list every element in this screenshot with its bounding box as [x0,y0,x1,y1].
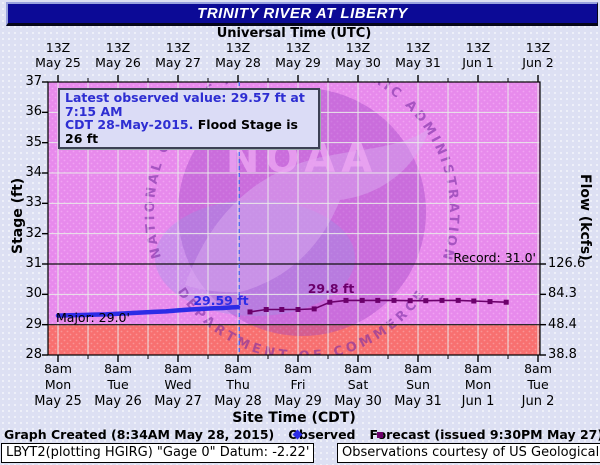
bottom-axis-hour-label: 8am [524,361,552,376]
top-axis-tick-label: 13Z Jun 1 [462,40,494,70]
stage-tick-label: 32 [25,225,42,241]
legend: Graph Created (8:34AM May 28, 2015) Obse… [4,426,600,442]
plot-frame-and-ticks [42,75,546,362]
seagull-icon [185,128,430,293]
stage-tick-label: 33 [25,195,42,211]
forecast-point [503,299,509,305]
legend-forecast-label: Forecast (issued 9:30PM May 27) [369,426,600,442]
flood-stage-note: Flood Stage is 26 ft [65,117,298,146]
forecast-point [295,307,301,312]
forecast-point [487,299,493,305]
legend-observed-label: Observed [288,426,356,442]
stage-tick-label: 35 [25,134,42,150]
bottom-axis-hour-label: 8am [44,361,72,376]
flow-tick-label: 48.4 [548,316,577,332]
forecast-point [343,297,349,303]
bottom-axis-date-label: May 27 [154,394,202,409]
square-marker-icon [376,431,383,438]
info-line1: Latest observed value: 29.57 ft at 7:15 … [65,90,305,119]
top-axis-tick-label: 13Z Jun 2 [522,40,554,70]
observed-peak-label: 29.59 ft [193,293,249,308]
forecast-point [375,297,381,303]
bottom-axis-hour-label: 8am [464,361,492,376]
forecast-point [407,298,413,304]
stage-tick-label: 34 [25,165,42,180]
major-flood-zone [48,324,540,355]
flow-axis-label: Flow (kcfs) [577,174,593,261]
bottom-axis-day-label: Mon [44,377,72,392]
forecast-point [311,306,317,312]
bottom-axis-day-label: Sat [347,377,369,392]
forecast-point [263,307,269,312]
top-axis-tick-label: 13Z May 26 [95,40,141,70]
major-flood-label: Major: 29.0' [56,310,130,325]
observed-line [55,304,241,318]
forecast-point [327,299,333,305]
top-axis-tick-label: 13Z May 28 [215,40,261,70]
forecast-point [471,298,477,304]
forecast-point [247,309,253,315]
bottom-axis-date-label: Jun 1 [461,394,495,409]
bottom-axis-day-label: Fri [290,377,306,392]
flow-tick-label: 126.6 [548,256,586,271]
bottom-axis-date-label: May 26 [94,394,142,409]
top-axis-tick-label: 13Z May 31 [395,40,441,70]
latest-observed-info-box: Latest observed value: 29.57 ft at 7:15 … [58,88,320,149]
stage-axis-label: Stage (ft) [10,177,26,254]
stage-tick-label: 31 [25,256,42,271]
bottom-axis-hour-label: 8am [224,361,252,376]
bottom-axis-date-label: Jun 2 [521,394,555,409]
stage-tick-label: 29 [25,316,42,332]
observations-credit-box: Observations courtesy of US Geological S… [337,443,600,463]
forecast-point [359,297,365,303]
forecast-point [391,297,397,303]
top-axis-tick-label: 13Z May 30 [335,40,381,70]
info-line2-blue: CDT 28-May-2015. [65,117,194,132]
stage-tick-label: 36 [25,104,42,120]
record-level-label: Record: 31.0' [453,250,536,265]
forecast-point [455,297,461,303]
legend-created-label: Graph Created (8:34AM May 28, 2015) [3,426,275,442]
forecast-point [279,307,285,312]
bottom-axis-date-label: May 28 [214,394,262,409]
flow-tick-label: 84.3 [548,286,577,302]
bottom-axis-date-label: May 30 [334,394,382,409]
bottom-axis-date-label: May 31 [394,394,442,409]
stage-tick-label: 30 [25,286,42,302]
stage-tick-label: 37 [25,74,42,89]
top-axis-tick-label: 13Z May 25 [35,40,81,70]
forecast-point [423,298,429,304]
forecast-peak-label: 29.8 ft [307,281,355,296]
bottom-axis-title: Site Time (CDT) [232,410,356,426]
bottom-axis-day-label: Mon [464,377,492,392]
flow-tick-label: 38.8 [548,347,577,362]
top-axis-tick-label: 13Z May 27 [155,40,201,70]
forecast-point [439,297,445,303]
bottom-axis-day-label: Thu [226,377,250,392]
bottom-axis-hour-label: 8am [404,361,432,376]
bottom-axis-day-label: Tue [527,377,549,392]
top-axis-tick-label: 13Z May 29 [275,40,321,70]
bottom-axis-hour-label: 8am [164,361,192,376]
bottom-axis-date-label: May 25 [34,394,82,409]
bottom-axis-hour-label: 8am [344,361,372,376]
top-axis-title: Universal Time (UTC) [216,26,372,41]
gauge-id-box: LBYT2(plotting HGIRG) "Gage 0" Datum: -2… [1,443,315,463]
bottom-axis-day-label: Tue [107,377,129,392]
page-title: TRINITY RIVER AT LIBERTY [6,2,598,26]
bottom-axis-hour-label: 8am [104,361,132,376]
bottom-axis-day-label: Sun [406,377,430,392]
bottom-axis-date-label: May 29 [274,394,322,409]
bottom-axis-day-label: Wed [164,377,192,392]
stage-tick-label: 28 [25,347,42,362]
bottom-axis-hour-label: 8am [284,361,312,376]
